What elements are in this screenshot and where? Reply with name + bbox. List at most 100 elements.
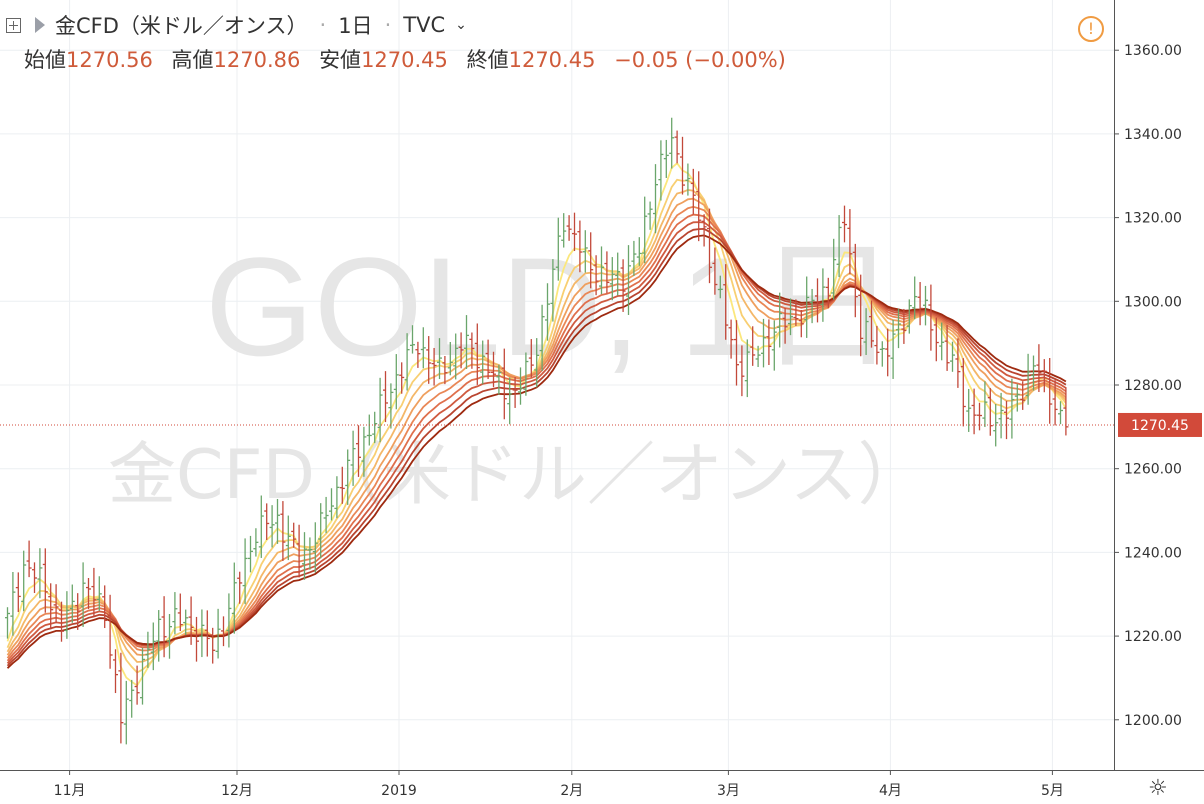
ohlc-bar	[836, 215, 842, 278]
ohlc-bar	[1004, 400, 1009, 440]
ohlc-bar	[172, 592, 178, 635]
ohlc-bar	[480, 340, 486, 385]
ohlc-bar	[464, 315, 469, 369]
ohlc-bar	[512, 377, 518, 408]
low-label: 安値	[319, 48, 362, 72]
ohlc-bar	[118, 652, 124, 744]
ohlc-bar	[798, 309, 804, 338]
ohlc-bar	[491, 351, 496, 388]
ohlc-bar	[523, 352, 529, 396]
ohlc-bar	[318, 503, 324, 559]
ohlc-bar	[323, 496, 329, 534]
ohlc-bar	[815, 278, 820, 323]
ohlc-bar	[874, 325, 880, 365]
ohlc-bar	[501, 348, 507, 420]
ohlc-bar	[96, 576, 102, 611]
flag-icon[interactable]	[35, 17, 45, 33]
ohlc-bar	[48, 583, 54, 630]
ohlc-bar	[690, 168, 696, 215]
ohlc-bar	[253, 528, 259, 557]
ohlc-bar	[766, 319, 772, 366]
ohlc-bar	[69, 584, 75, 623]
ohlc-bar	[345, 449, 351, 505]
settings-gear-icon[interactable]: ☼	[1148, 776, 1168, 801]
ohlc-bar	[577, 220, 583, 273]
ohlc-bar	[993, 404, 999, 447]
ohlc-bar	[1041, 359, 1047, 393]
ohlc-bar	[1036, 344, 1042, 392]
expand-icon[interactable]	[6, 17, 21, 33]
ohlc-bar	[1047, 357, 1053, 424]
ohlc-bar	[674, 130, 680, 164]
ohlc-bar	[215, 608, 221, 659]
ohlc-bar	[647, 201, 653, 230]
ohlc-bar	[825, 277, 831, 309]
ohlc-bar	[771, 320, 777, 371]
price-tick-label: 1220.00	[1124, 629, 1182, 645]
time-axis[interactable]: 11月 12月 2019 2月 3月 4月 5月	[54, 770, 1064, 799]
ohlc-bar	[744, 339, 750, 398]
time-axis-bg[interactable]	[0, 770, 1114, 804]
ohlc-bar	[928, 284, 934, 351]
time-tick-label: 3月	[717, 783, 740, 799]
ohlc-bar	[636, 237, 642, 266]
ohlc-bar	[550, 259, 556, 322]
chart-grid	[0, 0, 1114, 770]
open-label: 始値	[24, 48, 66, 72]
symbol-legend[interactable]: 金CFD（米ドル／オンス） · 1日 · TVC ⌄	[6, 10, 467, 40]
ohlc-bar	[561, 213, 567, 248]
ohlc-bar	[982, 381, 988, 428]
ohlc-bar	[599, 246, 604, 295]
ohlc-bar	[312, 522, 318, 573]
ohlc-bar	[26, 540, 32, 578]
chevron-down-icon[interactable]: ⌄	[455, 17, 467, 33]
ohlc-bar	[901, 308, 907, 344]
ohlc-bar	[944, 325, 950, 371]
warning-icon[interactable]: !	[1078, 16, 1104, 42]
ohlc-bar	[863, 308, 869, 355]
symbol-name[interactable]: 金CFD（米ドル／オンス）	[55, 14, 308, 38]
price-axis[interactable]: 1360.00 1340.00 1320.00 1300.00 1280.00 1260.…	[1114, 43, 1182, 729]
price-tick-label: 1320.00	[1124, 211, 1182, 227]
ohlc-bar	[588, 232, 594, 289]
ohlc-bar	[566, 215, 572, 241]
ohlc-bar	[474, 323, 480, 385]
ohlc-bar	[723, 264, 729, 340]
price-axis-bg[interactable]	[1114, 0, 1204, 770]
ohlc-bar	[971, 388, 977, 435]
interval[interactable]: 1日	[338, 14, 373, 38]
ohlc-bar	[280, 501, 286, 561]
high-value: 1270.86	[213, 48, 301, 72]
ohlc-bar	[447, 341, 453, 376]
change-value: −0.05 (−0.00%)	[614, 48, 786, 72]
ohlc-bar	[1058, 401, 1063, 425]
ohlc-bar	[194, 616, 199, 662]
ohlc-bar	[410, 325, 415, 354]
ohlc-bar	[53, 584, 59, 624]
ohlc-bar	[372, 411, 378, 444]
ohlc-bar	[696, 171, 702, 242]
ohlc-bar	[469, 332, 475, 369]
ohlc-bar	[42, 548, 48, 613]
ohlc-bar	[32, 562, 37, 593]
ohlc-bar	[140, 647, 145, 705]
exchange[interactable]: TVC	[403, 13, 446, 37]
ohlc-bar	[258, 495, 264, 558]
price-tick-label: 1240.00	[1124, 545, 1182, 561]
separator-dot: ·	[384, 13, 392, 37]
ohlc-bar	[15, 572, 21, 612]
ohlc-bar	[950, 341, 955, 372]
ohlc-bar	[960, 358, 966, 427]
ohlc-bar	[334, 476, 340, 519]
price-tick-label: 1300.00	[1124, 294, 1182, 310]
ohlc-bar	[653, 164, 658, 234]
ohlc-bar	[199, 609, 205, 658]
ohlc-bar	[923, 285, 928, 326]
ohlc-bar	[393, 354, 399, 410]
ohlc-bar	[231, 562, 237, 634]
ohlc-bar	[518, 367, 523, 405]
ohlc-bar	[329, 488, 334, 521]
ohlc-bar	[717, 275, 723, 299]
ohlc-bar	[507, 377, 513, 425]
